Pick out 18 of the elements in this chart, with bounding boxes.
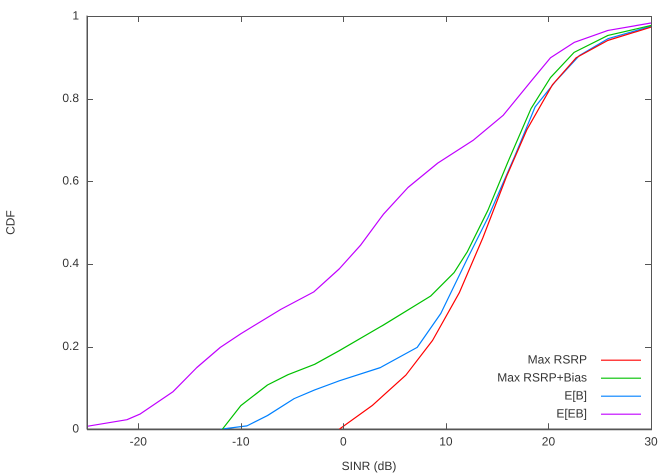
x-tick-label: 20 [542,434,556,449]
x-tick-label: 10 [439,434,453,449]
y-tick-label: 0.4 [62,256,80,270]
legend-label: Max RSRP+Bias [497,370,587,385]
y-axis-title: CDF [4,210,18,235]
legend-label: E[B] [564,388,587,403]
x-tick-label: -20 [130,434,148,449]
x-axis-title: SINR (dB) [342,459,396,474]
legend-label: E[EB] [556,406,587,421]
legend-label: Max RSRP [528,352,587,367]
x-tick-label: 0 [340,434,348,449]
y-tick-label: 1 [72,8,80,22]
y-tick-label: 0.8 [62,90,80,105]
x-tick-label: 30 [644,434,658,449]
y-tick-label: 0.6 [62,174,80,188]
x-tick-label: -10 [232,434,250,449]
y-tick-label: 0.2 [62,338,80,353]
y-tick-label: 0 [72,422,80,436]
